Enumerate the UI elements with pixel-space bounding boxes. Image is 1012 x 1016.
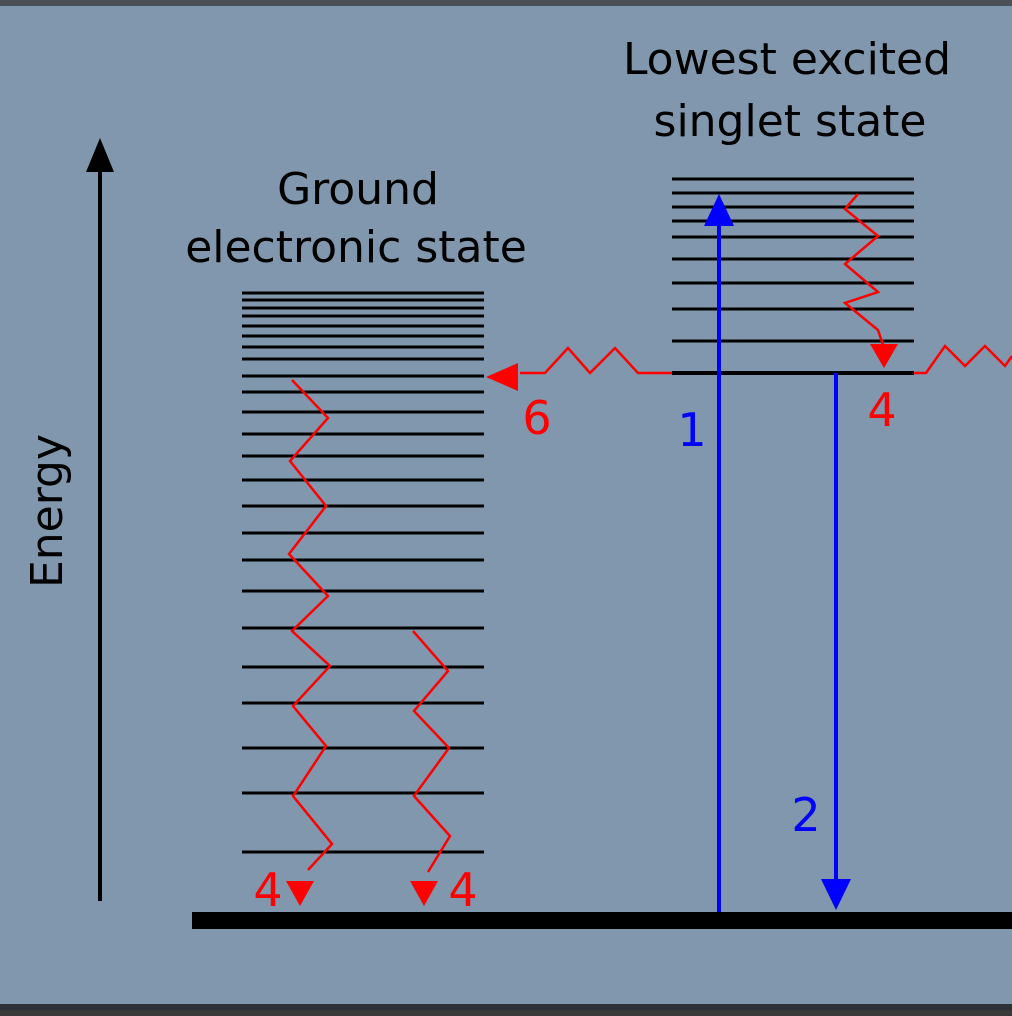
vibrational-relaxation-ground-left xyxy=(287,379,334,871)
label-relax-ground-right: 4 xyxy=(448,863,477,917)
absorption-arrowhead xyxy=(704,194,734,226)
ground-vibrational-levels xyxy=(242,291,484,854)
label-relax-ground-left: 4 xyxy=(253,863,282,917)
fluorescence-arrowhead xyxy=(821,879,851,910)
vibrational-relaxation-excited-arrowhead xyxy=(870,344,898,368)
intersystem-squiggle-right xyxy=(914,344,1012,375)
internal-conversion-arrow xyxy=(520,346,672,375)
ground-state-title-line2: electronic state xyxy=(185,222,527,273)
vibrational-relaxation-ground-right xyxy=(412,630,452,873)
ground-state-baseline xyxy=(192,912,1012,929)
label-internal-conversion: 6 xyxy=(522,391,551,445)
excited-state-title-line1: Lowest excited xyxy=(623,34,951,85)
energy-axis-label: Energy xyxy=(22,434,73,588)
energy-axis-arrowhead xyxy=(86,138,114,172)
excited-vibrational-levels xyxy=(672,177,914,343)
label-relax-excited: 4 xyxy=(867,383,896,437)
diagram-svg: Energy Lowest excited singlet state Grou… xyxy=(22,34,1012,929)
label-absorption: 1 xyxy=(677,403,706,457)
internal-conversion-arrowhead xyxy=(486,363,518,391)
vibrational-relaxation-ground-right-arrowhead xyxy=(410,881,438,906)
label-fluorescence: 2 xyxy=(791,788,820,842)
vibrational-relaxation-ground-left-arrowhead xyxy=(286,881,314,906)
ground-state-title-line1: Ground xyxy=(277,164,439,215)
excited-state-title-line2: singlet state xyxy=(654,96,927,147)
vibrational-relaxation-excited xyxy=(842,193,886,349)
